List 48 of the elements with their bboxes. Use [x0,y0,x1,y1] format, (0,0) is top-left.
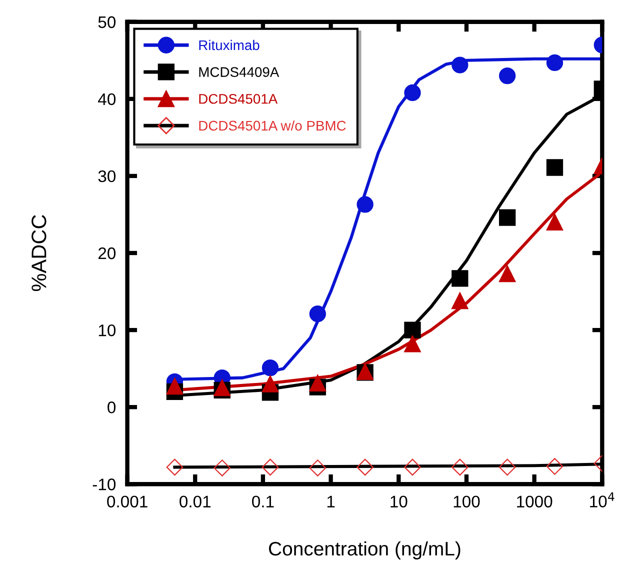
point [166,458,184,476]
y-tick-label: 50 [98,16,116,28]
y-tick-label: 0 [108,402,116,414]
point [309,374,326,392]
y-tick-label: 20 [98,247,116,260]
point [214,460,231,476]
point [452,292,468,310]
y-tick-label: -10 [92,478,116,490]
point [309,306,326,322]
x-tick-label: 0.01 [180,496,211,508]
point [498,458,516,476]
y-tick-label: 30 [98,170,116,182]
point [546,458,564,475]
point [404,336,421,352]
y-tick-label: 40 [98,93,116,106]
point [262,376,279,392]
legend-label: DCDS4501A [199,94,278,104]
point [452,56,468,74]
point [546,54,564,72]
x-tick-label: 1000 [517,496,552,508]
point [498,265,516,282]
point [452,270,468,287]
y-tick-label: 10 [98,324,116,336]
point [498,209,516,226]
legend-label: Rituximab [199,40,260,50]
x-tick-label: 10$^{4}$ [590,492,614,508]
point [262,458,279,476]
point [404,84,421,102]
x-tick-label: 1 [327,496,335,508]
x-tick-label: 0.001 [107,496,148,508]
point [546,159,564,176]
point [498,67,516,84]
point [404,458,421,476]
point [309,460,326,476]
point [404,322,421,338]
x-tick-label: 10 [390,496,408,508]
x-tick-label: 0.1 [252,496,274,508]
point [166,378,184,395]
point [452,458,468,476]
legend-label: DCDS4501A w/o PBMC [199,120,346,131]
point [262,359,279,376]
y-axis-title: %ADCC [32,215,46,292]
x-axis-title: Concentration (ng/mL) [268,541,460,560]
legend-label: MCDS4409A [199,67,280,77]
point [546,214,564,231]
point [356,196,374,213]
point [356,458,374,476]
x-tick-label: 100 [454,496,480,508]
